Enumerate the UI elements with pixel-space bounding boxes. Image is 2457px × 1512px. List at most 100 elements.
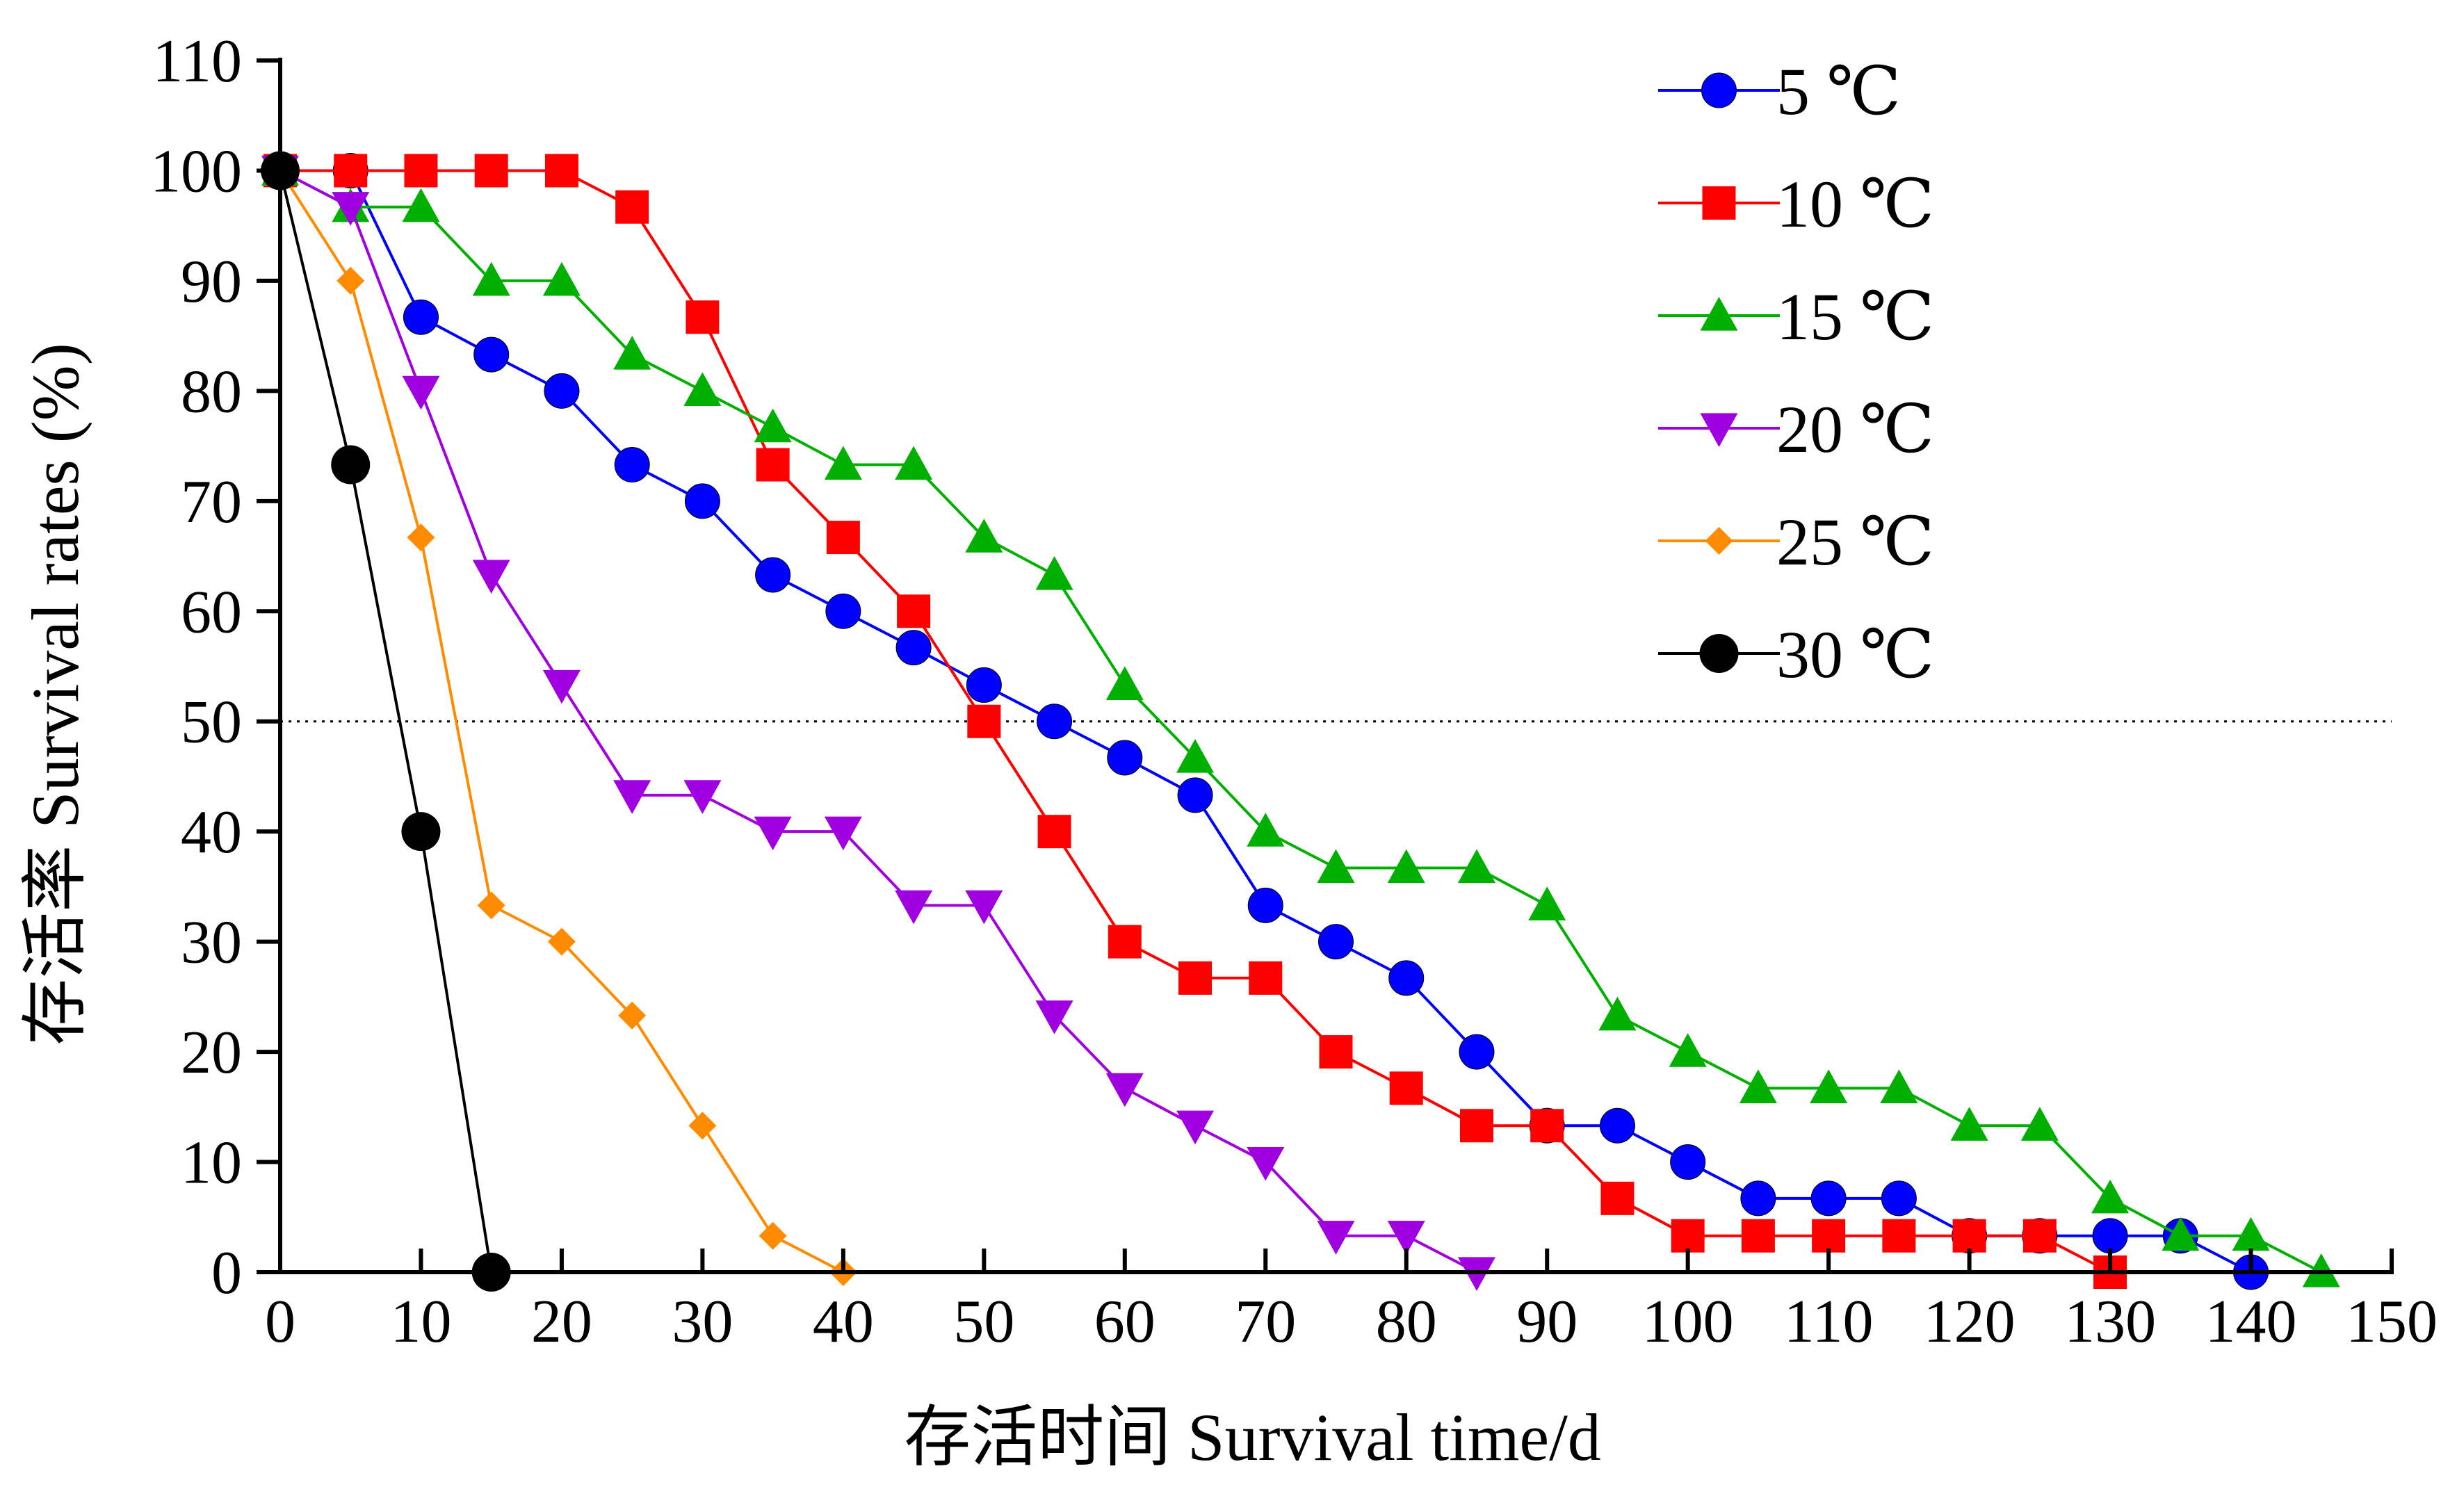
x-tick-label-8: 80 — [1376, 1288, 1437, 1356]
data-point-3-8 — [824, 816, 862, 851]
series-2 — [261, 152, 2340, 1287]
legend-label-4: 25 ℃ — [1776, 505, 1934, 579]
data-point-0-11 — [1037, 704, 1073, 740]
data-point-1-9 — [897, 594, 931, 628]
data-point-0-23 — [1881, 1180, 1917, 1217]
data-point-1-11 — [1037, 815, 1071, 849]
data-point-2-9 — [895, 446, 933, 480]
data-point-3-1 — [332, 192, 370, 226]
x-tick-label-13: 130 — [2064, 1288, 2156, 1356]
series-line-3 — [279, 169, 1477, 1274]
data-point-0-3 — [473, 336, 510, 373]
y-tick-label-9: 90 — [181, 248, 242, 316]
data-point-2-16 — [1387, 849, 1425, 884]
data-point-3-2 — [402, 375, 440, 410]
data-point-2-11 — [1035, 555, 1073, 590]
data-point-1-19 — [1600, 1181, 1635, 1215]
data-point-5-1 — [331, 445, 371, 485]
data-point-4-1 — [336, 266, 365, 295]
data-point-0-10 — [966, 667, 1002, 703]
y-tick-label-11: 110 — [152, 28, 242, 95]
data-point-0-4 — [544, 373, 580, 409]
series-4 — [266, 156, 857, 1286]
data-point-1-25 — [2022, 1219, 2057, 1253]
data-point-2-23 — [1880, 1069, 1918, 1103]
y-tick-label-1: 10 — [181, 1130, 242, 1197]
data-point-2-19 — [1598, 996, 1637, 1031]
y-tick-label-4: 40 — [181, 799, 242, 866]
data-point-4-4 — [547, 927, 576, 956]
data-point-1-1 — [334, 154, 368, 188]
legend-label-0: 5 ℃ — [1776, 54, 1901, 129]
data-point-0-19 — [1599, 1107, 1635, 1144]
data-point-3-9 — [895, 890, 933, 925]
data-point-2-17 — [1457, 849, 1495, 884]
legend-marker-3 — [1700, 413, 1738, 447]
legend-marker-0 — [1701, 72, 1737, 108]
data-point-0-14 — [1247, 887, 1283, 923]
y-tick-label-5: 50 — [181, 689, 242, 756]
data-point-3-13 — [1176, 1110, 1215, 1145]
data-point-1-2 — [404, 154, 438, 188]
x-tick-label-12: 120 — [1924, 1288, 2016, 1356]
x-tick-label-9: 90 — [1516, 1288, 1578, 1356]
legend-marker-1 — [1702, 186, 1736, 220]
data-point-1-7 — [756, 448, 790, 482]
x-tick-label-6: 60 — [1094, 1288, 1155, 1356]
data-point-0-12 — [1107, 740, 1143, 776]
data-point-2-3 — [472, 261, 510, 296]
data-point-3-11 — [1035, 1000, 1073, 1034]
x-tick-label-5: 50 — [953, 1288, 1014, 1356]
data-point-4-2 — [407, 523, 435, 552]
data-point-4-6 — [688, 1112, 717, 1140]
data-point-3-14 — [1247, 1146, 1285, 1181]
data-point-2-18 — [1528, 886, 1566, 920]
legend-item-3: 20 ℃ — [1658, 392, 1934, 466]
data-point-3-16 — [1387, 1221, 1425, 1255]
legend-marker-4 — [1705, 527, 1733, 555]
series-5 — [261, 151, 511, 1292]
data-point-2-13 — [1176, 739, 1215, 773]
series-line-5 — [279, 170, 493, 1273]
data-point-1-23 — [1882, 1219, 1916, 1253]
data-point-0-17 — [1459, 1034, 1495, 1070]
data-point-2-24 — [1950, 1107, 1988, 1141]
data-point-1-13 — [1178, 961, 1213, 995]
data-point-2-2 — [402, 188, 440, 222]
y-tick-label-10: 100 — [150, 138, 242, 205]
data-point-0-7 — [755, 557, 791, 593]
data-point-2-10 — [965, 519, 1003, 553]
data-point-3-12 — [1105, 1073, 1144, 1107]
legend-item-4: 25 ℃ — [1658, 505, 1934, 579]
data-point-3-15 — [1317, 1221, 1355, 1255]
legend-label-5: 30 ℃ — [1776, 617, 1934, 692]
y-tick-label-7: 70 — [181, 469, 242, 536]
series-1 — [263, 154, 2127, 1289]
data-point-1-3 — [474, 154, 508, 188]
legend-label-2: 15 ℃ — [1776, 279, 1934, 354]
data-point-1-21 — [1741, 1219, 1775, 1253]
x-tick-label-0: 0 — [265, 1288, 295, 1356]
data-point-3-3 — [472, 560, 510, 594]
y-tick-label-3: 30 — [181, 909, 242, 977]
data-point-0-8 — [825, 593, 861, 629]
series-3 — [261, 155, 1495, 1291]
data-point-1-15 — [1319, 1035, 1353, 1069]
data-point-0-26 — [2092, 1218, 2128, 1254]
data-point-1-12 — [1108, 925, 1142, 959]
legend-item-0: 5 ℃ — [1658, 54, 1901, 129]
x-tick-label-15: 150 — [2346, 1288, 2438, 1356]
series-line-2 — [279, 169, 2322, 1274]
legend-item-2: 15 ℃ — [1658, 279, 1934, 354]
data-point-0-5 — [614, 447, 650, 483]
data-point-2-14 — [1247, 813, 1285, 847]
legend-marker-2 — [1700, 297, 1738, 331]
data-point-0-6 — [684, 483, 720, 519]
x-tick-label-7: 70 — [1235, 1288, 1296, 1356]
data-point-4-5 — [618, 1001, 647, 1030]
data-point-2-25 — [2020, 1107, 2059, 1141]
x-tick-label-2: 20 — [531, 1288, 592, 1356]
data-point-2-5 — [613, 336, 651, 370]
data-point-0-16 — [1388, 960, 1425, 996]
